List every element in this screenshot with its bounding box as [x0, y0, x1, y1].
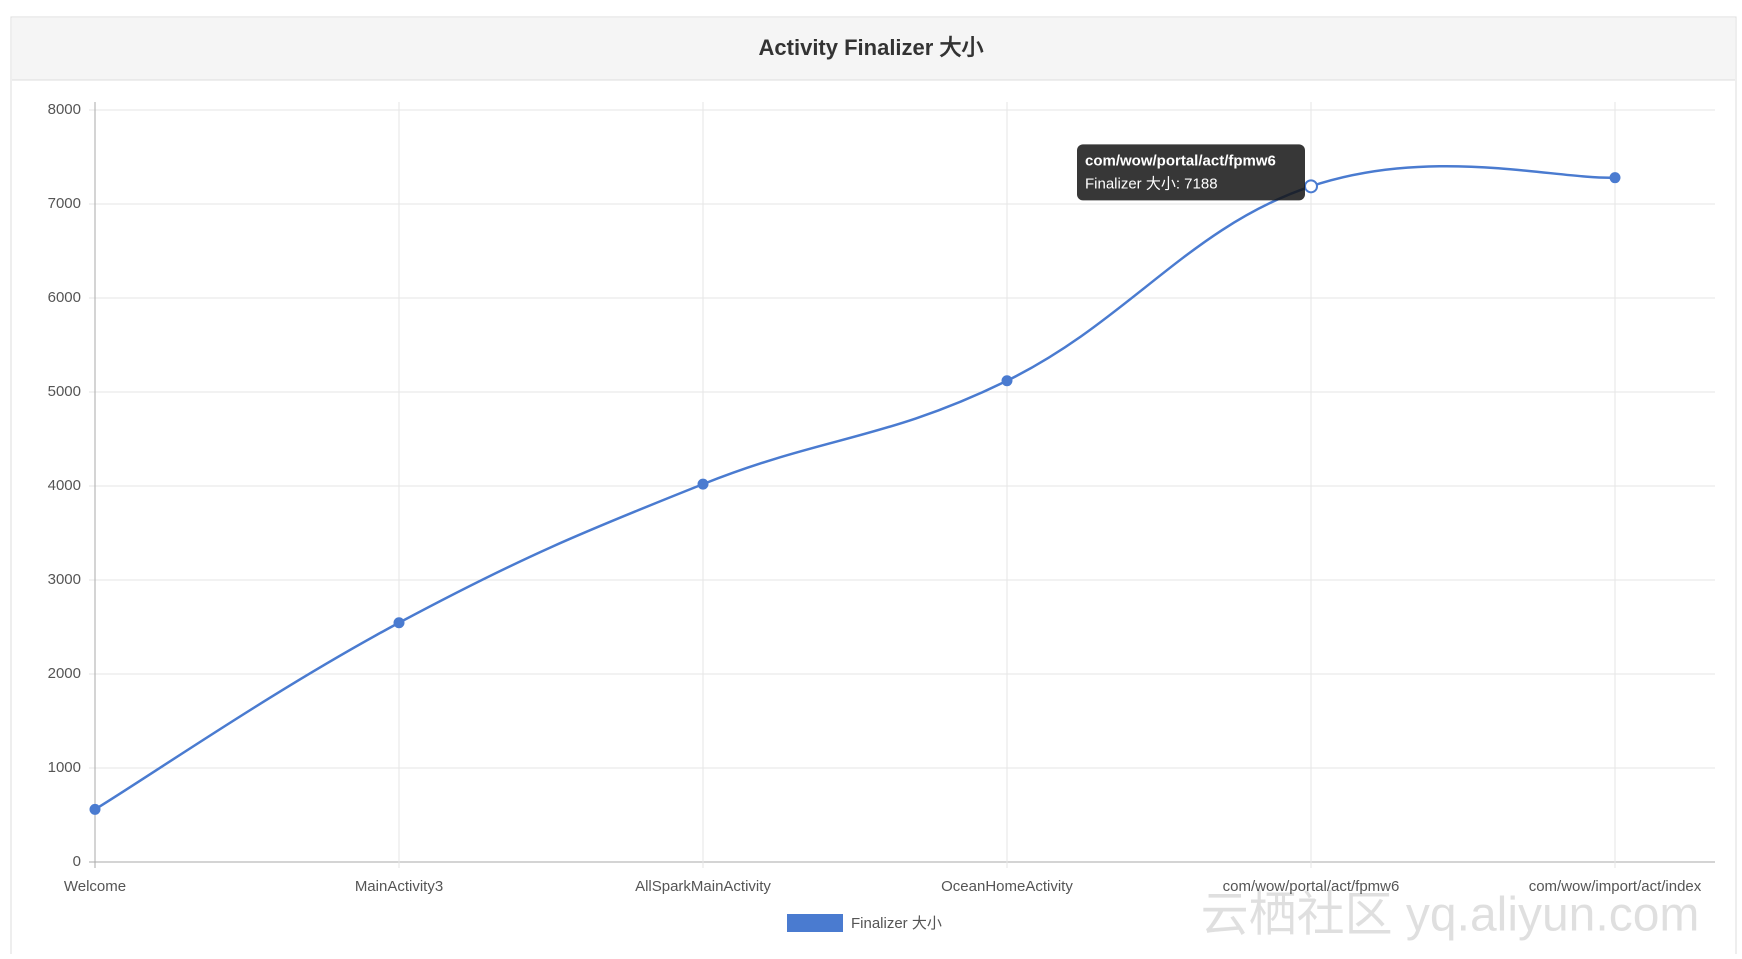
- data-point: [1304, 179, 1318, 194]
- data-point: [1609, 172, 1621, 184]
- series-line: [94, 164, 1616, 811]
- y-tick-label: 3000: [48, 571, 81, 588]
- x-tick-label: MainActivity3: [355, 878, 443, 895]
- legend-swatch: [787, 914, 843, 932]
- tooltip-box: [1077, 144, 1305, 201]
- x-tick-label: com/wow/import/act/index: [1529, 878, 1702, 895]
- chart-title: Activity Finalizer 大小: [759, 35, 984, 60]
- plot: 0 1000 2000 3000 4000 5000 6000 7000 8000 Welcome…: [48, 101, 1715, 932]
- y-tick-label: 4000: [48, 477, 81, 494]
- x-tick-label: AllSparkMainActivity: [635, 878, 771, 895]
- y-tick-label: 0: [73, 853, 81, 870]
- y-tick-label: 7000: [48, 195, 81, 212]
- x-tick-label: Welcome: [64, 878, 126, 895]
- tooltip-label: Finalizer 大小: 7188: [1085, 175, 1218, 192]
- tooltip-title: com/wow/portal/act/fpmw6: [1085, 152, 1276, 169]
- panel-header: [12, 18, 1735, 80]
- data-point: [393, 617, 405, 629]
- y-tick-label: 2000: [48, 665, 81, 682]
- data-point: [1001, 375, 1013, 387]
- y-tick-label: 8000: [48, 101, 81, 118]
- panel: [10, 16, 1737, 959]
- y-tick-label: 6000: [48, 289, 81, 306]
- legend-label: Finalizer 大小: [851, 915, 942, 932]
- x-tick-label: OceanHomeActivity: [941, 878, 1073, 895]
- data-point: [697, 478, 709, 490]
- y-tick-label: 5000: [48, 383, 81, 400]
- x-tick-label: com/wow/portal/act/fpmw6: [1223, 878, 1400, 895]
- data-point: [89, 803, 101, 815]
- y-tick-label: 1000: [48, 759, 81, 776]
- watermark: 云栖社区 yq.aliyun.com: [1201, 889, 1700, 942]
